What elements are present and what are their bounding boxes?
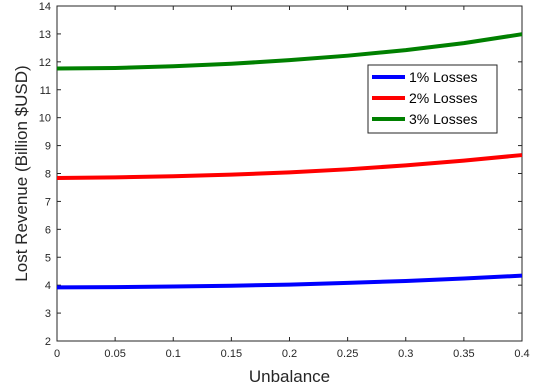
- x-tick-label: 0.05: [104, 348, 125, 360]
- x-tick-label: 0.1: [166, 348, 181, 360]
- y-tick-label: 10: [39, 113, 51, 125]
- y-tick-label: 4: [45, 280, 51, 292]
- x-axis-label: Unbalance: [249, 367, 330, 386]
- y-tick-label: 9: [45, 141, 51, 153]
- y-tick-label: 7: [45, 196, 51, 208]
- y-tick-label: 14: [39, 1, 51, 13]
- y-tick-label: 8: [45, 169, 51, 181]
- x-tick-label: 0.3: [398, 348, 413, 360]
- y-tick-label: 12: [39, 57, 51, 69]
- series-line-2: [56, 153, 523, 180]
- y-tick-label: 3: [45, 308, 51, 320]
- x-tick-label: 0.15: [221, 348, 242, 360]
- y-tick-label: 13: [39, 29, 51, 41]
- y-axis: 2 3 4 5 6 7 8 9 10 11 12 13 14: [39, 1, 522, 348]
- series-lines: [56, 32, 523, 290]
- legend: 1% Losses 2% Losses 3% Losses: [367, 64, 498, 134]
- x-axis: 0 0.05 0.1 0.15 0.2 0.25 0.3 0.35 0.4: [54, 6, 530, 360]
- y-tick-label: 2: [45, 336, 51, 348]
- x-tick-label: 0.25: [337, 348, 358, 360]
- x-tick-label: 0.2: [282, 348, 297, 360]
- y-tick-label: 5: [45, 252, 51, 264]
- y-tick-label: 11: [40, 85, 51, 97]
- y-axis-label: Lost Revenue (Billion $USD): [12, 65, 31, 281]
- x-tick-label: 0.35: [453, 348, 474, 360]
- x-tick-label: 0: [54, 348, 60, 360]
- x-tick-label: 0.4: [514, 348, 529, 360]
- y-tick-label: 6: [45, 224, 51, 236]
- legend-label-3: 3% Losses: [409, 111, 477, 127]
- series-line-3: [56, 32, 523, 71]
- series-line-1: [56, 273, 523, 290]
- legend-label-2: 2% Losses: [409, 90, 477, 106]
- legend-label-1: 1% Losses: [409, 69, 477, 85]
